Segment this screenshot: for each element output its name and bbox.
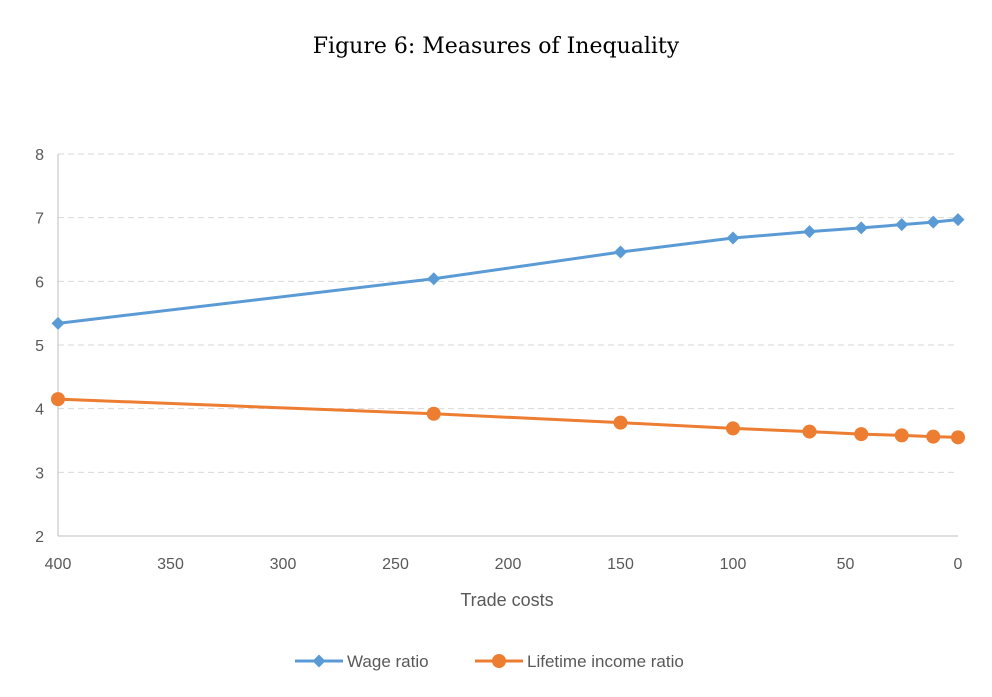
data-point-series-0 (614, 245, 627, 259)
y-tick-label: 5 (35, 338, 44, 355)
x-tick-label: 150 (607, 556, 634, 573)
axes (57, 154, 958, 537)
x-tick-labels: 400 350 300 250 200 150 100 50 0 (45, 556, 963, 573)
legend-swatch-marker (492, 654, 506, 668)
y-tick-label: 4 (35, 402, 44, 419)
data-point-series-1 (613, 415, 628, 430)
x-tick-label: 50 (837, 556, 855, 573)
series-line-0 (57, 218, 959, 325)
x-tick-label: 350 (157, 556, 184, 573)
x-tick-label: 250 (382, 556, 409, 573)
x-tick-label: 200 (495, 556, 522, 573)
y-tick-label: 8 (35, 147, 44, 164)
x-tick-label: 300 (270, 556, 297, 573)
data-point-series-1 (854, 427, 869, 442)
y-tick-label: 3 (35, 465, 44, 482)
data-point-series-0 (51, 316, 65, 330)
y-tick-label: 7 (35, 211, 44, 228)
data-point-series-0 (726, 231, 740, 245)
data-point-series-1 (894, 428, 909, 443)
y-tick-label: 6 (35, 274, 44, 291)
x-tick-label: 400 (45, 556, 72, 573)
y-tick-labels: 2 3 4 5 6 7 8 (35, 147, 44, 546)
legend: Wage ratio Lifetime income ratio (295, 652, 684, 671)
data-point-series-0 (895, 218, 909, 232)
legend-label: Wage ratio (347, 652, 429, 671)
data-point-series-0 (427, 272, 441, 286)
series-markers (51, 213, 965, 445)
data-point-series-1 (51, 392, 65, 407)
x-tick-label: 0 (954, 556, 963, 573)
data-point-series-1 (726, 421, 740, 436)
data-point-series-0 (926, 215, 940, 229)
y-tick-label: 2 (35, 529, 44, 546)
data-point-series-1 (926, 429, 941, 444)
data-point-series-1 (951, 430, 965, 445)
grid-lines (58, 153, 958, 473)
x-tick-label: 100 (720, 556, 747, 573)
data-point-series-1 (426, 406, 441, 421)
series-lines (57, 218, 959, 439)
legend-swatch-marker (312, 654, 326, 668)
data-point-series-1 (802, 424, 817, 439)
data-point-series-0 (854, 221, 868, 235)
x-axis-title: Trade costs (460, 590, 553, 610)
chart-title: Figure 6: Measures of Inequality (312, 34, 680, 59)
series-line-1 (57, 397, 959, 439)
data-point-series-0 (803, 225, 816, 239)
data-point-series-0 (951, 213, 965, 227)
legend-label: Lifetime income ratio (527, 652, 684, 671)
